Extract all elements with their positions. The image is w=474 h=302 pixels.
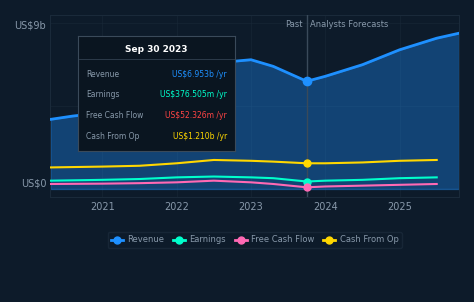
Text: US$376.505m /yr: US$376.505m /yr [160,90,227,99]
Text: Sep 30 2023: Sep 30 2023 [125,45,188,54]
Text: Past: Past [285,21,303,30]
Text: Free Cash Flow: Free Cash Flow [86,111,144,120]
Text: Revenue: Revenue [86,69,119,79]
Text: US$1.210b /yr: US$1.210b /yr [173,132,227,141]
Text: US$0: US$0 [21,178,46,188]
Text: Analysts Forecasts: Analysts Forecasts [310,21,389,30]
Text: US$52.326m /yr: US$52.326m /yr [165,111,227,120]
Legend: Revenue, Earnings, Free Cash Flow, Cash From Op: Revenue, Earnings, Free Cash Flow, Cash … [108,232,402,248]
Text: US$9b: US$9b [15,21,46,31]
Text: US$6.953b /yr: US$6.953b /yr [172,69,227,79]
Text: Cash From Op: Cash From Op [86,132,139,141]
Text: Earnings: Earnings [86,90,119,99]
